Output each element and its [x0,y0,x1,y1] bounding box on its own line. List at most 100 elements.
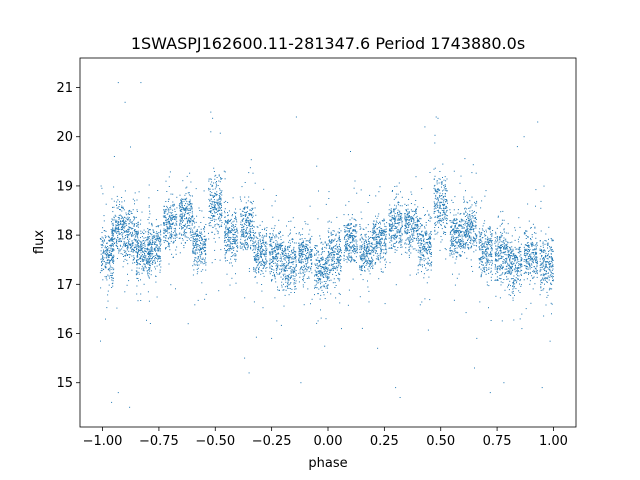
data-point [320,278,322,280]
data-point [192,274,194,276]
data-point [269,237,271,238]
data-point [323,269,325,271]
data-point [146,251,148,253]
data-point [123,243,125,245]
data-point [113,217,115,219]
data-point [274,250,275,252]
data-point [348,254,350,256]
data-point [287,287,288,289]
data-point [377,215,379,217]
data-point [330,263,332,265]
data-point [129,238,131,240]
data-point [173,234,175,236]
data-point [370,246,372,247]
data-point [282,265,284,267]
data-point [404,225,406,227]
data-point [366,254,368,256]
data-point [291,239,293,241]
data-point [284,252,286,254]
data-point [283,255,285,256]
data-point [200,247,201,249]
data-point [385,238,387,240]
data-point [367,250,369,252]
data-point [385,247,387,249]
data-point [364,245,365,247]
data-point [131,248,133,250]
data-point [401,205,403,207]
data-point [224,231,226,233]
data-point [325,262,327,264]
data-point [266,267,268,268]
data-point [209,205,211,207]
data-point [227,222,229,224]
data-point [327,230,329,232]
data-point [375,223,377,225]
data-point [156,249,158,251]
data-point [371,250,373,252]
data-point [253,301,255,303]
data-point [155,244,157,246]
data-point [195,238,197,240]
data-point [156,246,158,248]
data-point [186,226,188,228]
data-point [106,276,108,278]
data-point [166,228,168,230]
data-point [220,224,222,226]
data-point [409,245,411,247]
data-point [301,258,302,260]
data-point [213,237,215,239]
data-point [243,207,245,209]
data-point [145,256,147,258]
data-point [202,245,204,247]
data-point [336,253,337,255]
data-point [168,228,170,230]
data-point [192,214,194,216]
data-point [235,243,237,245]
data-point [353,234,355,236]
data-point [394,242,396,244]
data-point [125,250,127,252]
data-point [253,270,255,272]
data-point [149,241,151,243]
data-point [246,225,248,226]
data-point [330,248,332,250]
data-point [391,216,393,218]
data-point [276,273,278,275]
data-point [271,261,273,263]
data-point [332,250,334,252]
data-point [175,249,177,251]
data-point [389,229,391,231]
data-point [224,223,225,225]
data-point [119,240,120,242]
data-point [417,224,418,226]
data-point [181,214,183,216]
data-point [170,240,172,242]
data-point [286,255,287,257]
data-point [271,280,272,282]
data-point [300,267,301,269]
data-point [278,237,280,239]
data-point [124,251,126,253]
data-point [378,227,380,228]
data-point [168,223,170,225]
data-point [397,202,399,204]
data-point [330,252,332,254]
data-point [240,198,241,200]
data-point [301,253,303,255]
data-point [345,259,347,260]
data-point [233,234,235,235]
data-point [264,255,266,257]
data-point [127,213,129,215]
data-point [322,266,324,268]
data-point [138,249,140,251]
data-point [216,230,218,232]
data-point [113,256,115,258]
data-point [106,260,108,262]
data-point [169,215,171,217]
data-point [112,230,114,231]
data-point [401,246,403,248]
data-point [179,210,181,212]
data-point [236,250,238,252]
data-point [200,261,202,262]
data-point [139,263,141,265]
